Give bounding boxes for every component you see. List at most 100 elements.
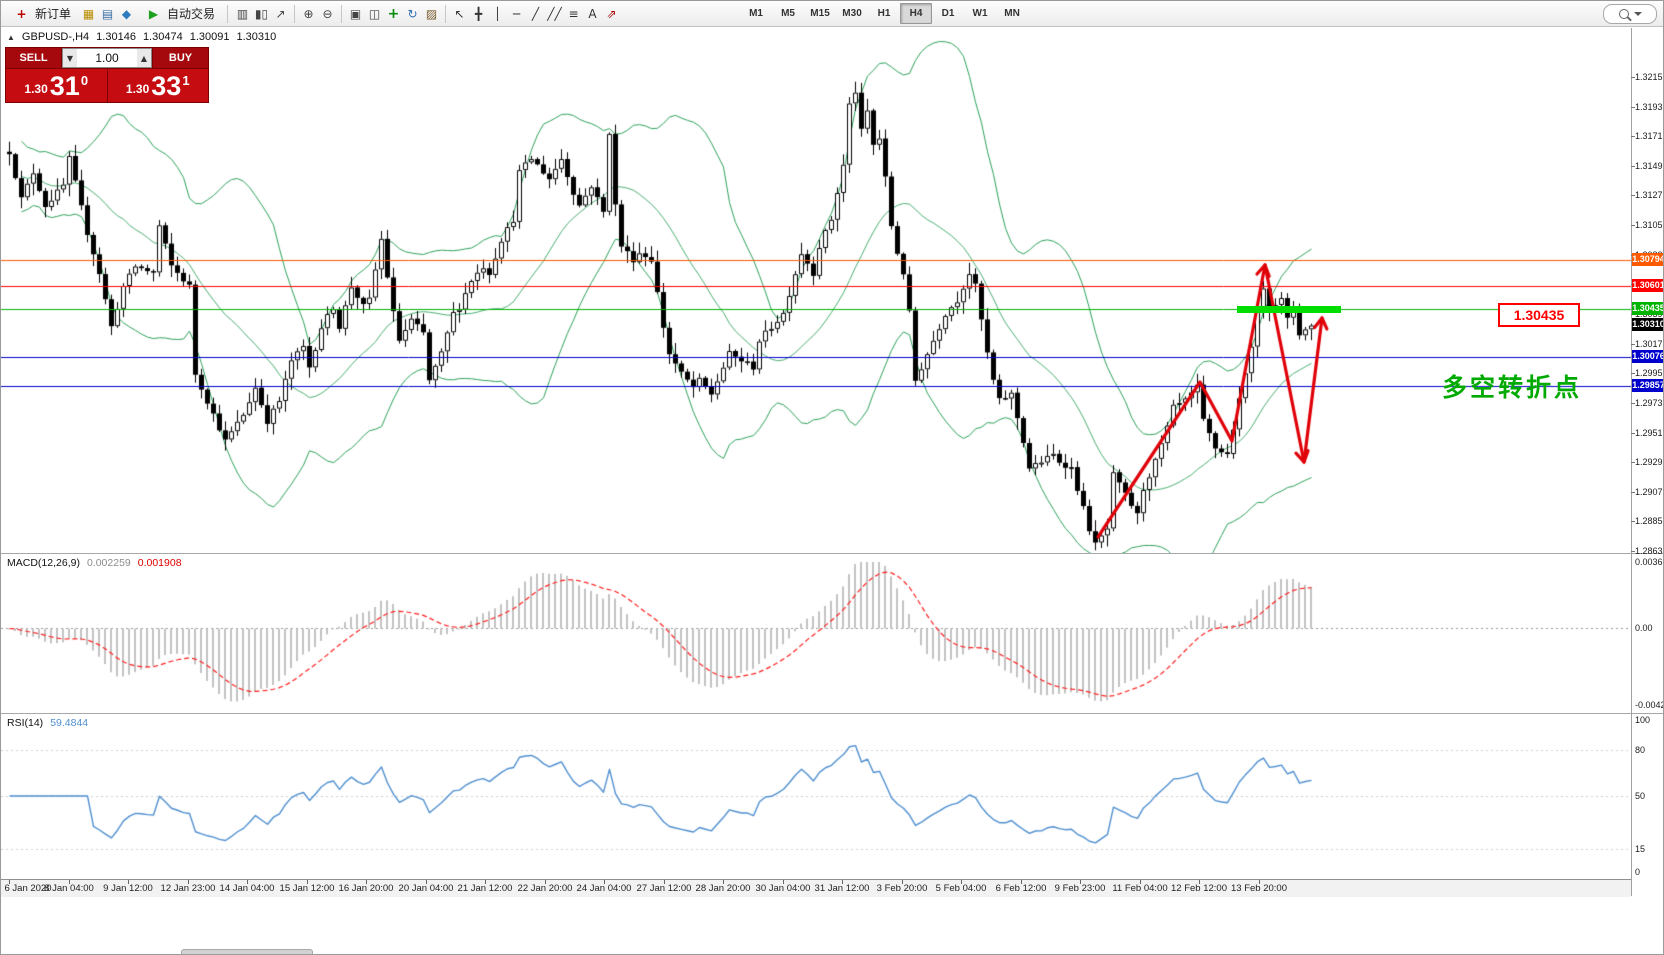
time-tick-mark (1259, 880, 1260, 884)
buy-button[interactable]: BUY (153, 48, 208, 68)
timeframe-button-h4[interactable]: H4 (900, 3, 933, 24)
timeframe-button-m30[interactable]: M30 (842, 8, 862, 19)
timeframe-button-m15[interactable]: M15 (810, 8, 830, 19)
time-tick-mark (961, 880, 962, 884)
level-price-badge: 1.30076 (1632, 350, 1664, 363)
rsi-axis-label: 80 (1635, 745, 1646, 755)
volume-input[interactable]: 1.00 (95, 51, 119, 65)
time-axis-label: 6 Jan 2020 (4, 883, 52, 894)
data-window-icon[interactable]: ▤ (101, 6, 114, 21)
fibonacci-icon[interactable]: ≡ (568, 6, 579, 21)
tile-windows-icon[interactable]: ◫ (368, 6, 381, 21)
volume-increase-button[interactable]: ▲ (137, 49, 151, 67)
price-tick-label: 1.31935 (1635, 102, 1663, 112)
buy-price-button[interactable]: 1.30 33 1 (107, 69, 208, 102)
channel-icon[interactable]: ╱╱ (547, 6, 562, 21)
zoom-out-icon[interactable]: ⊖ (322, 6, 333, 21)
price-tick-label: 1.31715 (1635, 131, 1663, 141)
ohlc-low: 1.30091 (189, 31, 230, 43)
time-tick-mark (1080, 880, 1081, 884)
price-tick-mark (1631, 225, 1635, 226)
cycle-icon[interactable]: ↻ (407, 6, 418, 21)
price-tick-label: 1.31055 (1635, 220, 1663, 230)
time-axis-label: 28 Jan 20:00 (695, 883, 751, 894)
time-tick-mark (545, 880, 546, 884)
auto-trading-label: 自动交易 (167, 7, 216, 21)
crosshair-icon[interactable]: ╋ (474, 6, 483, 21)
time-axis-label: 5 Feb 04:00 (935, 883, 987, 894)
sell-button[interactable]: SELL (6, 48, 61, 68)
sell-price-button[interactable]: 1.30 31 0 (6, 69, 107, 102)
new-chart-icon[interactable]: ▣ (349, 6, 362, 21)
price-tick-label: 1.30175 (1635, 339, 1663, 349)
new-order-label: 新订单 (35, 7, 72, 21)
toolbar-separator (227, 4, 229, 23)
price-tick-label: 1.28855 (1635, 516, 1663, 526)
macd-axis-label: -0.00422 (1635, 700, 1663, 710)
price-tick-mark (1631, 433, 1635, 434)
navigator-icon[interactable]: ◆ (121, 6, 132, 21)
time-tick-mark (426, 880, 427, 884)
trendline-icon[interactable]: ╱ (531, 6, 540, 21)
new-order-button[interactable]: + 新订单 (5, 2, 78, 25)
macd-panel-canvas[interactable] (1, 554, 1631, 713)
timeframe-button-m1[interactable]: M1 (749, 8, 763, 19)
ohlc-close: 1.30310 (236, 31, 277, 43)
time-axis-label: 30 Jan 04:00 (755, 883, 811, 894)
price-tick-label: 1.29955 (1635, 368, 1663, 378)
price-callout-box: 1.30435 (1498, 303, 1580, 327)
rsi-axis-label: 0 (1635, 867, 1641, 877)
time-axis-label: 9 Jan 12:00 (103, 883, 153, 894)
bar-chart-icon[interactable]: ▥ (236, 6, 249, 21)
templates-icon[interactable]: ▨ (425, 6, 438, 21)
price-tick-mark (1631, 77, 1635, 78)
ohlc-open: 1.30146 (96, 31, 136, 43)
time-axis-label: 27 Jan 12:00 (636, 883, 692, 894)
macd-axis-label: 0.003667 (1635, 557, 1663, 567)
timeframe-button-m5[interactable]: M5 (781, 8, 795, 19)
timeframe-button-w1[interactable]: W1 (972, 8, 988, 19)
panel-separator[interactable] (1, 713, 1663, 714)
vertical-line-icon[interactable]: │ (493, 6, 502, 21)
macd-label: MACD(12,26,9) 0.002259 0.001908 (7, 557, 182, 569)
search-box[interactable] (1603, 3, 1657, 24)
time-tick-mark (9, 880, 10, 884)
time-tick-mark (1199, 880, 1200, 884)
price-tick-label: 1.29515 (1635, 428, 1663, 438)
time-axis-label: 11 Feb 04:00 (1112, 883, 1168, 894)
timeframe-button-mn[interactable]: MN (1004, 8, 1020, 19)
price-tick-mark (1631, 521, 1635, 522)
ohlc-high: 1.30474 (142, 31, 183, 43)
time-tick-mark (842, 880, 843, 884)
panel-separator[interactable] (1, 553, 1663, 554)
buy-price-pip: 1 (182, 73, 190, 88)
candlestick-chart-icon[interactable]: ▮▯ (254, 6, 269, 21)
horizontal-line-icon[interactable]: ─ (512, 6, 521, 21)
text-icon[interactable]: A (588, 6, 597, 21)
zoom-in-icon[interactable]: ⊕ (303, 6, 314, 21)
time-axis-label: 3 Feb 20:00 (876, 883, 928, 894)
timeframe-button-h1[interactable]: H1 (877, 8, 891, 19)
buy-price-big: 33 (151, 71, 182, 101)
auto-trading-button[interactable]: ▶ 自动交易 (137, 2, 222, 25)
level-price-badge: 1.30435 (1632, 302, 1664, 315)
price-tick-mark (1631, 551, 1635, 552)
timeframe-button-d1[interactable]: D1 (941, 8, 955, 19)
price-tick-label: 1.29735 (1635, 398, 1663, 408)
time-axis-label: 24 Jan 04:00 (576, 883, 632, 894)
rsi-panel-canvas[interactable] (1, 714, 1631, 878)
arrows-icon[interactable]: ⇗ (606, 6, 617, 21)
time-axis[interactable]: 6 Jan 2020 8 Jan 04:00 9 Jan 12:00 12 Jan 2… (1, 879, 1631, 897)
volume-decrease-button[interactable]: ▼ (63, 49, 77, 67)
cursor-icon[interactable]: ↖ (454, 6, 465, 21)
line-chart-icon[interactable]: ↗ (275, 6, 286, 21)
horizontal-scrollbar-thumb[interactable] (181, 949, 313, 954)
price-tick-label: 1.31275 (1635, 190, 1663, 200)
turning-point-annotation: 多空转折点 (1442, 374, 1583, 402)
time-axis-label: 15 Jan 12:00 (279, 883, 335, 894)
market-watch-icon[interactable]: ▦ (82, 6, 95, 21)
main-chart-canvas[interactable] (1, 28, 1631, 553)
indicators-icon[interactable]: + (387, 5, 400, 22)
rsi-label: RSI(14) 59.4844 (7, 717, 88, 729)
